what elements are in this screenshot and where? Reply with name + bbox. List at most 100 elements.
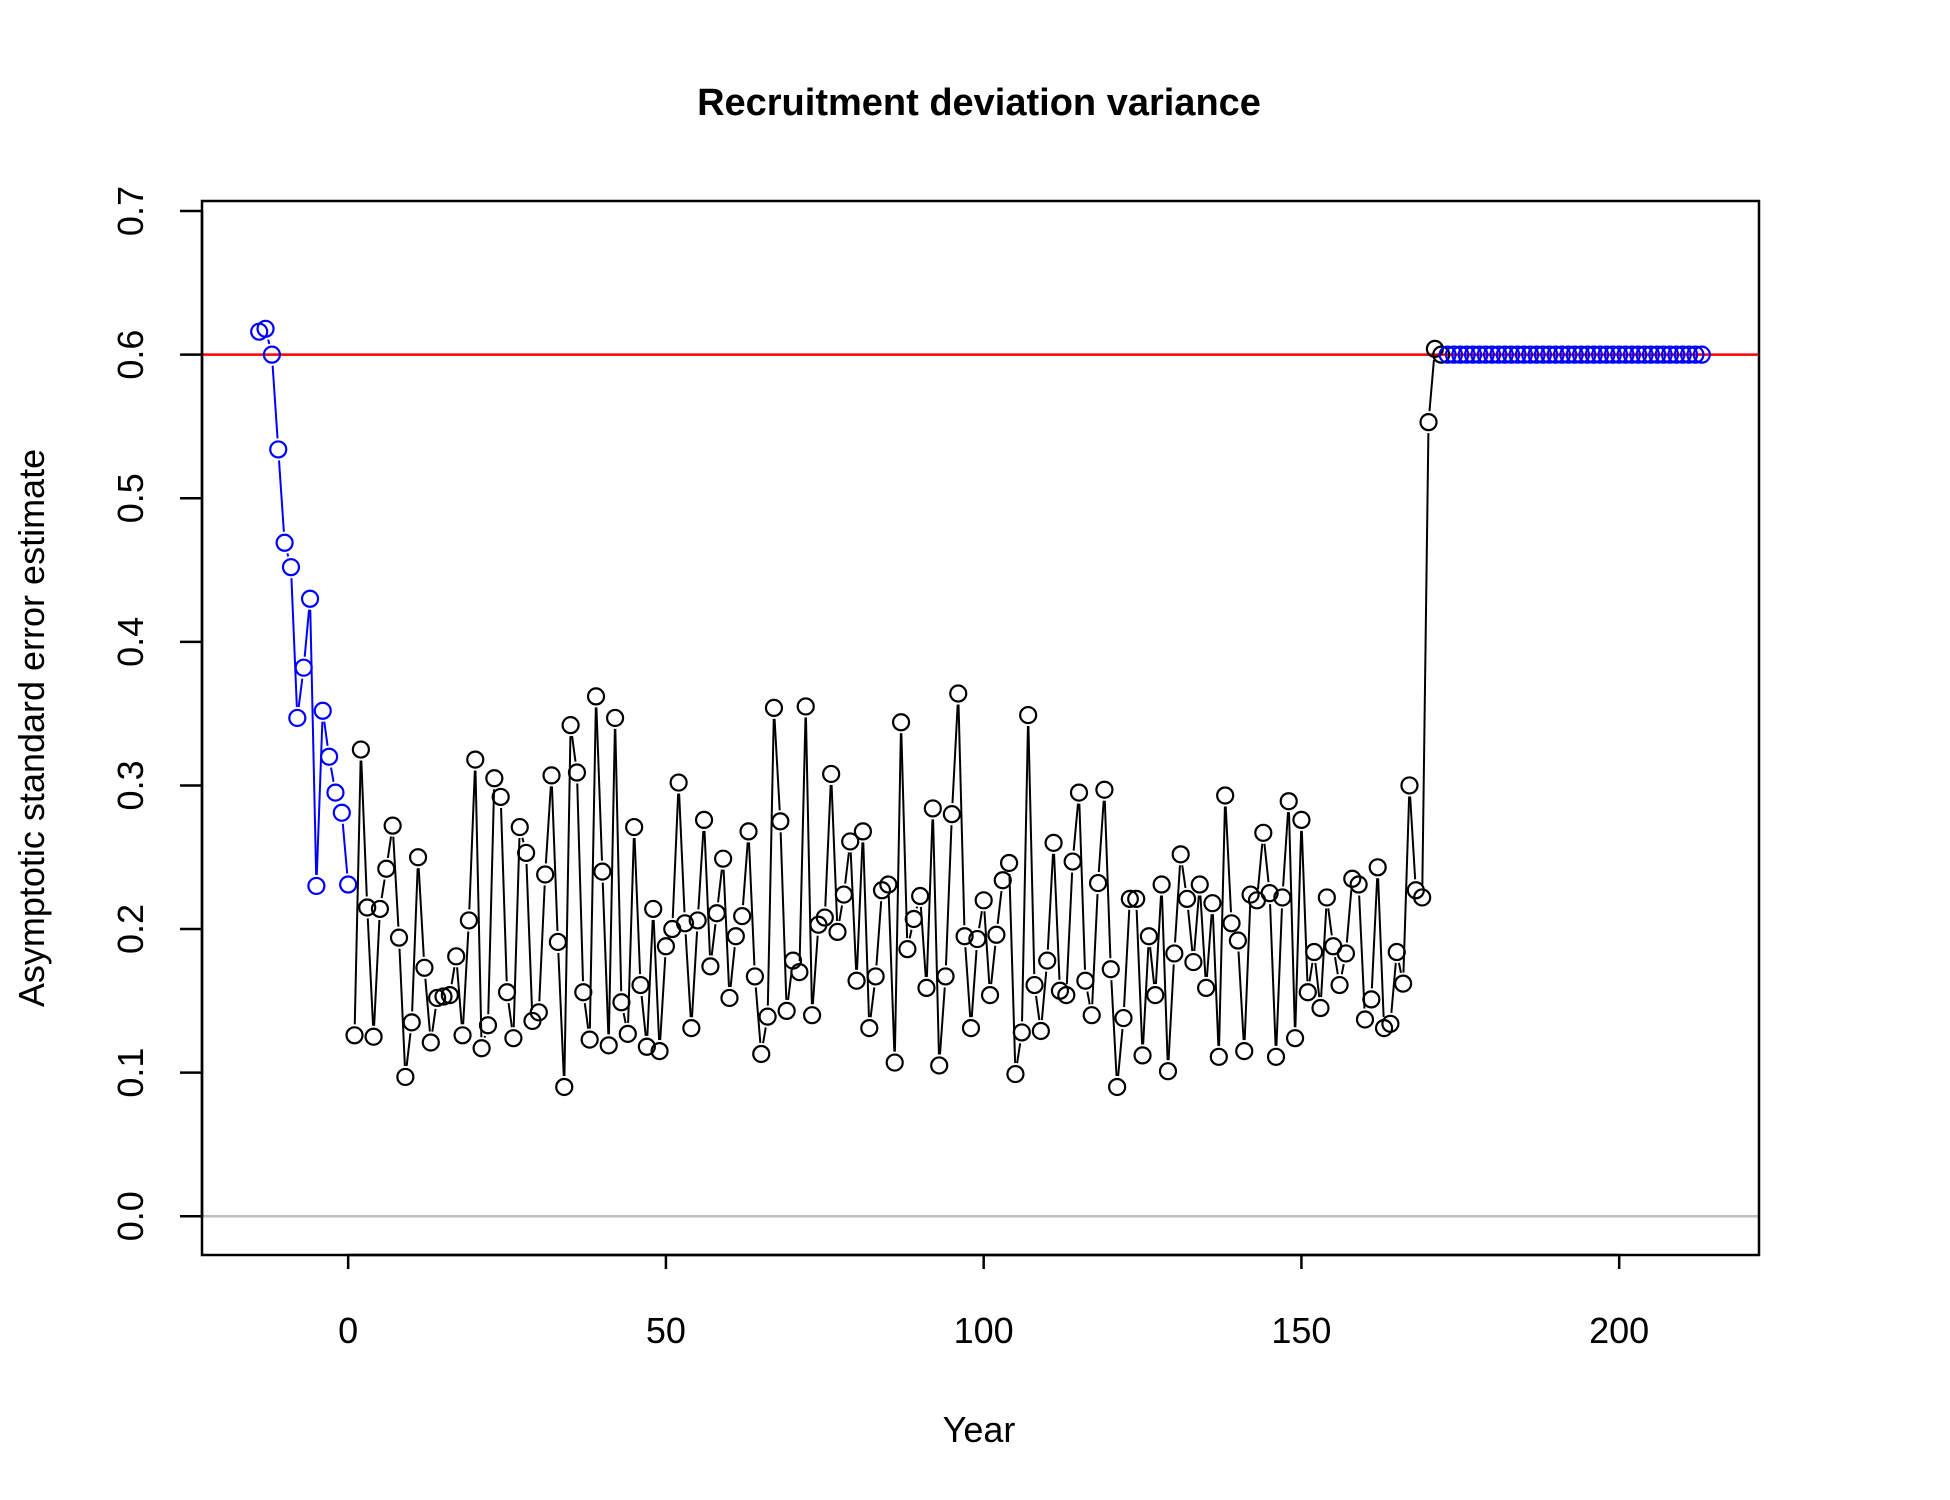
series-line-segment (521, 837, 525, 843)
data-point (345, 1026, 364, 1045)
series-line-segment (951, 704, 959, 804)
data-point (1127, 889, 1146, 908)
data-point (1285, 1029, 1305, 1048)
data-point (370, 899, 390, 919)
series-line-segment (1308, 962, 1314, 982)
series-line-segment (1269, 904, 1277, 1046)
data-point (1514, 345, 1533, 364)
data-point (1063, 852, 1082, 871)
data-point (1012, 1023, 1031, 1042)
series-line-segment (640, 995, 647, 1036)
series-line-segment (1237, 951, 1245, 1041)
series-line-segment (1040, 971, 1048, 1021)
data-point (574, 983, 593, 1002)
series-line-segment (811, 935, 819, 1005)
series-line-segment (1345, 889, 1353, 943)
series-line-segment (824, 784, 832, 907)
data-point (1610, 345, 1629, 364)
series-line-segment (970, 949, 978, 1018)
series-line-segment (315, 721, 324, 875)
data-point (650, 1041, 669, 1061)
series-line-segment (1187, 909, 1194, 952)
plot-frame (200, 199, 1761, 1257)
y-axis-label: Asymptotic standard error estimate (11, 449, 52, 1007)
data-point (904, 909, 923, 929)
series-line-segment (983, 911, 991, 985)
data-point (262, 345, 282, 364)
data-point (536, 865, 555, 884)
data-point (1387, 942, 1406, 962)
data-point (1069, 783, 1089, 802)
data-point (364, 1027, 383, 1046)
series-line-segment (1167, 964, 1175, 1061)
data-point (1241, 885, 1260, 904)
series-line-segment (830, 784, 839, 921)
series-line-segment (690, 931, 699, 1018)
data-point (1495, 345, 1514, 364)
series-line-segment (862, 842, 870, 1018)
series-line-segment (1377, 878, 1385, 1018)
series-line-segment (583, 1002, 590, 1029)
data-point (1184, 952, 1203, 972)
data-point (586, 687, 606, 706)
series-1 (345, 339, 1451, 1097)
data-point (1171, 845, 1190, 864)
series-line-segment (424, 978, 431, 1032)
data-point (1165, 944, 1184, 963)
series-line-segment (411, 868, 419, 1012)
data-point (320, 747, 339, 766)
reference-lines (202, 353, 1759, 1218)
data-point (955, 927, 974, 946)
series-line-segment (754, 987, 762, 1044)
data-point (1019, 705, 1038, 725)
data-point (1419, 413, 1438, 432)
series-line-segment (1300, 830, 1309, 982)
data-point (841, 832, 860, 851)
data-point (1432, 345, 1451, 364)
data-point (1673, 345, 1692, 364)
series-line-segment (729, 947, 736, 988)
data-point (440, 985, 459, 1005)
data-point (726, 927, 745, 946)
series-line-segment (804, 717, 813, 1005)
series-line-segment (1390, 962, 1397, 1013)
data-point (542, 766, 561, 785)
series-line-segment (1334, 956, 1339, 975)
data-point (961, 1019, 981, 1038)
data-point (1222, 914, 1241, 933)
data-point (644, 899, 663, 919)
y-tick-label: 0.3 (110, 760, 151, 810)
series-line-segment (267, 339, 271, 345)
series-line-segment (703, 830, 711, 956)
data-point (802, 1006, 822, 1025)
data-point (898, 940, 917, 959)
series-line-segment (766, 718, 775, 1006)
series-line-segment (1320, 908, 1328, 998)
data-point (1686, 345, 1705, 364)
data-point (847, 971, 866, 990)
series-line-segment (614, 728, 623, 992)
series-line-segment (290, 578, 298, 708)
series-line-segment (538, 885, 546, 1002)
series-line-segment (838, 905, 844, 922)
series-line-segment (1027, 726, 1036, 975)
data-point (294, 658, 313, 677)
series-line-segment (1282, 812, 1289, 887)
series-line-segment (762, 1027, 767, 1044)
data-point (1006, 1064, 1025, 1084)
series-line-segment (1409, 796, 1417, 880)
series-line-segment (450, 967, 456, 985)
data-point (485, 769, 504, 788)
series-line-segment (1275, 908, 1283, 1046)
data-point (1400, 776, 1419, 795)
data-point (612, 993, 631, 1012)
series-line-segment (887, 895, 896, 1052)
series-line-segment (1211, 914, 1220, 1046)
x-tick-label: 50 (646, 1310, 686, 1351)
data-point (1463, 345, 1483, 364)
series-line-segment (507, 1002, 513, 1028)
chart-title: Recruitment deviation variance (697, 82, 1261, 124)
series-line-segment (1078, 803, 1086, 970)
data-point (1597, 345, 1616, 364)
